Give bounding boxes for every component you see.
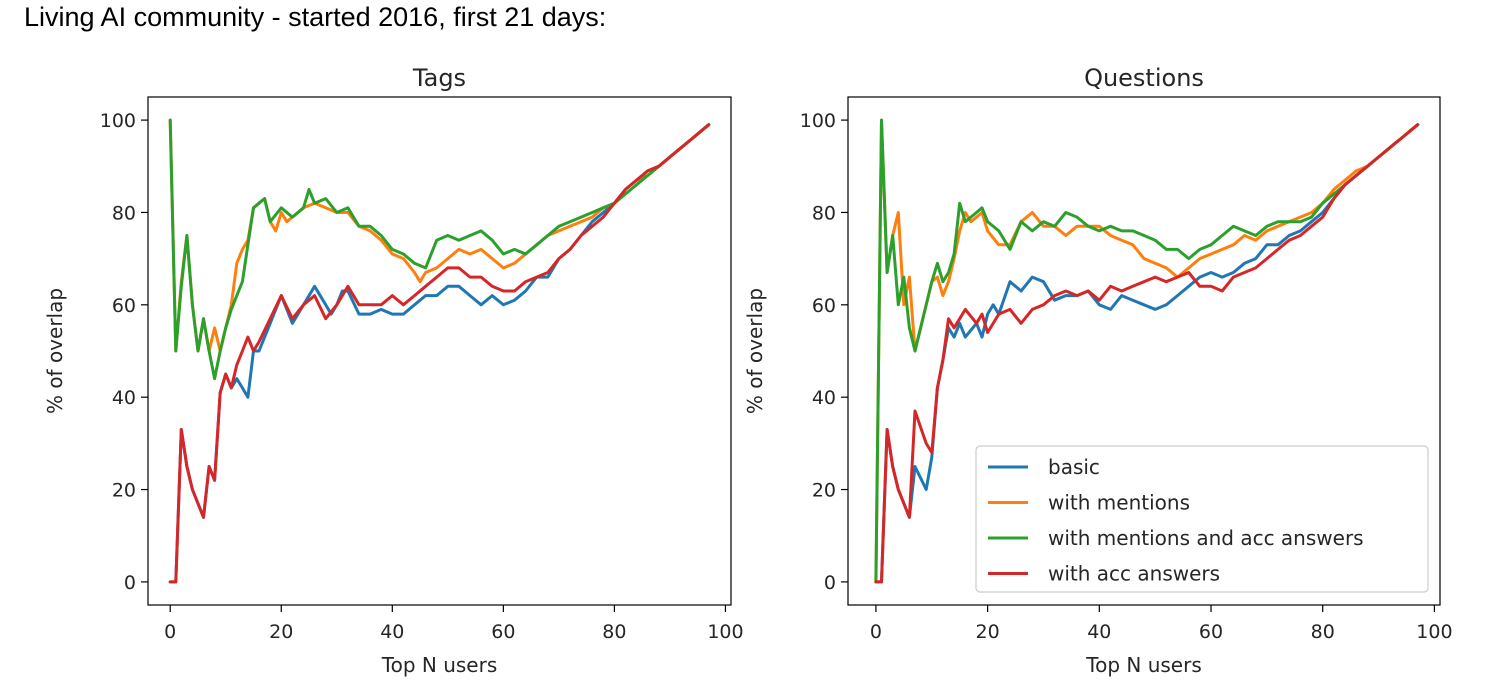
questions-ytick-label: 0 (824, 572, 836, 594)
questions-chart: Questions 0 20 40 60 80 100 0 20 40 60 80 100 Top N u… (743, 64, 1453, 677)
questions-ytick-label: 20 (812, 480, 836, 502)
tags-chart: Tags 0 20 40 60 80 100 0 20 40 60 80 100 Top N users%… (43, 64, 744, 677)
questions-xtick-label: 60 (1199, 621, 1223, 643)
questions-ytick-label: 100 (800, 110, 836, 132)
questions-xtick-label: 0 (870, 621, 882, 643)
legend-label-with-mentions-acc: with mentions and acc answers (1048, 526, 1364, 550)
questions-series-with-acc (874, 123, 1420, 584)
questions-series-with-mentions-acc (874, 118, 1420, 584)
tags-ytick-label: 60 (112, 295, 136, 317)
tags-ytick-label: 80 (112, 202, 136, 224)
questions-xtick-label: 80 (1311, 621, 1335, 643)
tags-xtick-label: 0 (164, 621, 176, 643)
tags-series-with-mentions-acc (168, 118, 711, 381)
questions-ytick-label: 40 (812, 387, 836, 409)
figure-caption: Living AI community - started 2016, firs… (24, 2, 607, 32)
tags-xtick-label: 20 (269, 621, 293, 643)
legend-label-basic: basic (1048, 455, 1100, 479)
tags-ytick-label: 20 (112, 480, 136, 502)
questions-title: Questions (1084, 64, 1204, 92)
questions-xlabel: Top N users (1085, 653, 1201, 677)
tags-xtick-label: 60 (491, 621, 515, 643)
tags-ytick-label: 100 (100, 110, 136, 132)
questions-ylabel: % of overlap (743, 288, 767, 414)
questions-ytick-label: 60 (812, 295, 836, 317)
tags-plot-frame (147, 96, 732, 606)
legend-label-with-mentions: with mentions (1048, 491, 1190, 515)
tags-xtick-label: 100 (707, 621, 743, 643)
tags-series-with-mentions (168, 118, 711, 353)
questions-xtick-label: 40 (1087, 621, 1111, 643)
tags-title: Tags (412, 64, 466, 92)
questions-xtick-label: 20 (976, 621, 1000, 643)
tags-ytick-label: 0 (124, 572, 136, 594)
tags-ylabel: % of overlap (43, 288, 67, 414)
tags-xtick-label: 40 (380, 621, 404, 643)
questions-ytick-label: 80 (812, 202, 836, 224)
tags-series-with-acc (168, 123, 711, 584)
questions-xtick-label: 100 (1416, 621, 1452, 643)
questions-plot-frame (847, 96, 1441, 606)
questions-legend: basic with mentions with mentions and acc … (975, 445, 1429, 593)
tags-xtick-label: 80 (602, 621, 626, 643)
legend-box (975, 445, 1429, 593)
tags-xlabel: Top N users (381, 653, 497, 677)
legend-label-with-acc: with acc answers (1048, 562, 1220, 586)
tags-ytick-label: 40 (112, 387, 136, 409)
